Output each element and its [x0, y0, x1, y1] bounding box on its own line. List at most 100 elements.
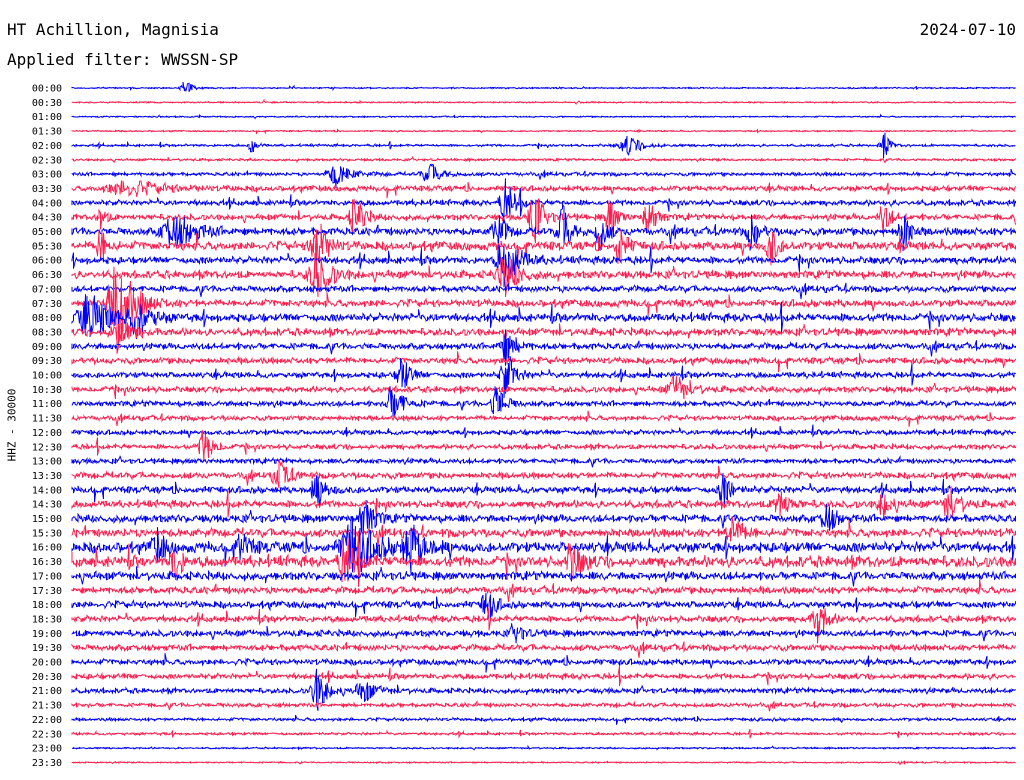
row-time-label: 19:00 [32, 629, 62, 640]
row-time-label: 06:00 [32, 256, 62, 267]
row-time-label: 16:00 [32, 543, 62, 554]
trace-row [71, 386, 1016, 417]
trace-row [71, 579, 1016, 603]
trace-row [71, 374, 1016, 400]
trace-row [71, 329, 1016, 366]
trace-row [71, 486, 1016, 520]
row-time-label: 18:00 [32, 600, 62, 611]
trace-row [71, 202, 1016, 257]
row-time-label: 07:30 [32, 299, 62, 310]
trace-row [71, 500, 1016, 538]
row-time-label: 22:00 [32, 715, 62, 726]
row-time-label: 21:00 [32, 686, 62, 697]
row-time-label: 19:30 [32, 643, 62, 654]
trace-row [71, 534, 1016, 587]
row-time-label: 15:00 [32, 514, 62, 525]
trace-row [71, 132, 1016, 159]
row-time-label: 20:30 [32, 672, 62, 683]
row-time-label: 05:00 [32, 227, 62, 238]
row-time-label: 06:30 [32, 270, 62, 281]
row-time-label: 11:00 [32, 399, 62, 410]
row-time-label: 15:30 [32, 528, 62, 539]
trace-row [71, 641, 1016, 658]
trace-row [71, 355, 1016, 399]
row-time-label: 08:00 [32, 313, 62, 324]
trace-row [71, 592, 1016, 621]
row-time-label: 17:00 [32, 571, 62, 582]
trace-row [71, 351, 1016, 373]
trace-row [71, 163, 1016, 189]
row-time-label: 08:30 [32, 327, 62, 338]
row-time-label: 01:00 [32, 112, 62, 123]
trace-row [71, 128, 1016, 135]
row-time-label: 18:30 [32, 614, 62, 625]
row-time-label: 09:00 [32, 342, 62, 353]
row-time-label: 16:30 [32, 557, 62, 568]
trace-row [71, 666, 1016, 687]
trace-row [71, 606, 1016, 644]
row-time-label: 17:30 [32, 586, 62, 597]
trace-row [71, 98, 1016, 105]
row-time-label: 10:00 [32, 371, 62, 382]
trace-row [71, 223, 1016, 272]
row-time-label: 23:30 [32, 758, 62, 769]
row-time-label: 20:00 [32, 658, 62, 669]
row-time-label: 09:30 [32, 356, 62, 367]
trace-row [71, 472, 1016, 507]
trace-row [71, 245, 1016, 288]
trace-row [71, 322, 1016, 344]
trace-row [71, 728, 1016, 739]
row-label-group: 00:00 00:30 01:00 01:30 02:00 02:30 03:00 03:30… [32, 84, 62, 769]
row-time-label: 23:00 [32, 744, 62, 755]
row-time-label: 11:30 [32, 414, 62, 425]
trace-row [71, 180, 1016, 199]
row-time-label: 10:30 [32, 385, 62, 396]
trace-row [71, 623, 1016, 644]
station-title: HT Achillion, Magnisia [7, 20, 219, 39]
row-time-label: 21:30 [32, 701, 62, 712]
trace-row [71, 113, 1016, 120]
row-time-label: 02:00 [32, 141, 62, 152]
row-time-label: 12:00 [32, 428, 62, 439]
trace-row [71, 252, 1016, 298]
trace-group [71, 81, 1016, 766]
trace-row [71, 282, 1016, 300]
trace-row [71, 744, 1016, 751]
row-time-label: 04:00 [32, 198, 62, 209]
trace-row [71, 668, 1016, 711]
row-time-label: 14:00 [32, 485, 62, 496]
trace-row [71, 516, 1016, 575]
trace-row [71, 459, 1016, 489]
trace-row [71, 410, 1016, 427]
row-time-label: 02:30 [32, 155, 62, 166]
trace-row [71, 566, 1016, 587]
row-time-label: 00:30 [32, 98, 62, 109]
row-time-label: 03:30 [32, 184, 62, 195]
filter-label: Applied filter: WWSSN-SP [7, 50, 239, 69]
date-label: 2024-07-10 [919, 20, 1016, 39]
row-time-label: 12:30 [32, 442, 62, 453]
trace-row [71, 155, 1016, 164]
row-time-label: 01:30 [32, 127, 62, 138]
trace-row [71, 700, 1016, 712]
row-time-label: 14:30 [32, 500, 62, 511]
row-time-label: 07:00 [32, 284, 62, 295]
row-time-label: 04:30 [32, 213, 62, 224]
trace-row [71, 516, 1016, 547]
trace-row [71, 430, 1016, 462]
row-time-label: 22:30 [32, 729, 62, 740]
trace-row [71, 178, 1016, 224]
trace-row [71, 424, 1016, 439]
trace-row [71, 266, 1016, 354]
trace-row [71, 455, 1016, 468]
row-time-label: 13:30 [32, 471, 62, 482]
row-time-label: 05:30 [32, 241, 62, 252]
trace-row [71, 760, 1016, 766]
trace-row [71, 653, 1016, 673]
trace-row [71, 714, 1016, 725]
trace-row [71, 294, 1016, 339]
row-time-label: 00:00 [32, 84, 62, 95]
row-time-label: 03:00 [32, 170, 62, 181]
trace-row [71, 81, 1016, 93]
